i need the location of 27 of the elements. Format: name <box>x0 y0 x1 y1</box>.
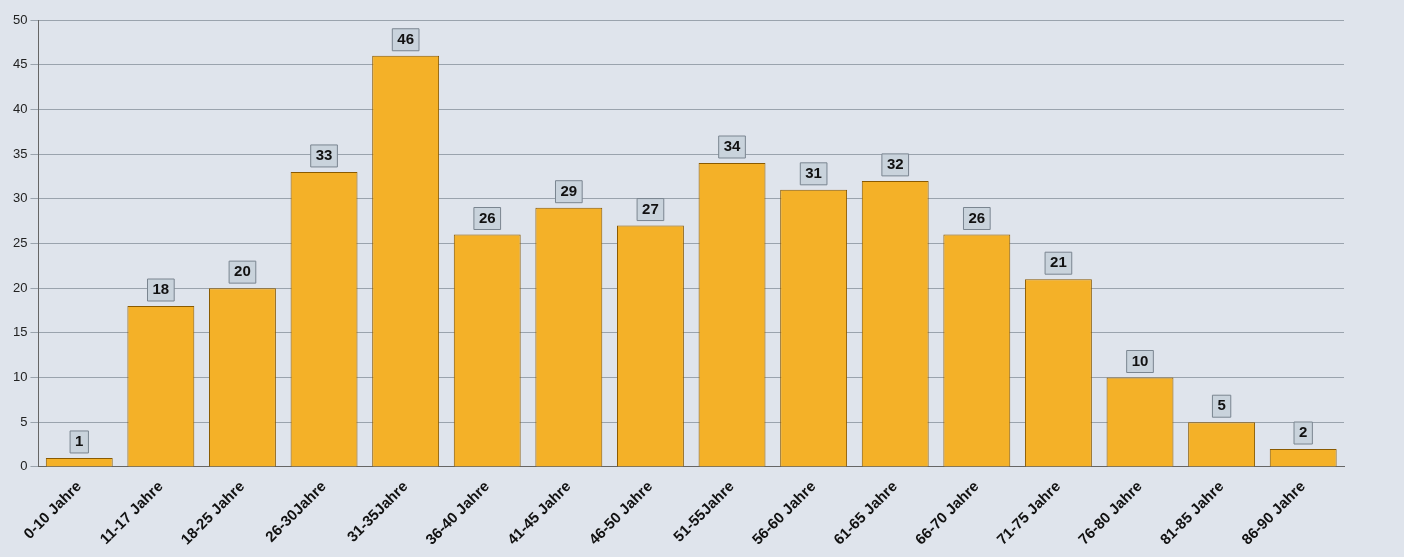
data-label: 1 <box>75 432 84 450</box>
y-tick-label: 10 <box>12 369 28 385</box>
y-tick-label: 15 <box>12 324 28 340</box>
data-label: 26 <box>968 208 986 226</box>
y-tick-label: 30 <box>12 190 28 206</box>
data-label: 10 <box>1131 351 1149 369</box>
data-label: 34 <box>723 137 742 155</box>
data-label: 20 <box>234 262 251 280</box>
y-tick-label: 45 <box>12 56 28 72</box>
y-tick-label: 40 <box>12 100 28 116</box>
y-tick-label: 50 <box>12 11 28 27</box>
data-label: 18 <box>152 280 170 298</box>
y-tick-label: 5 <box>20 413 28 429</box>
y-tick-label: 35 <box>12 145 28 161</box>
data-label: 32 <box>886 155 904 173</box>
data-label: 31 <box>805 163 822 181</box>
data-label: 33 <box>315 146 333 164</box>
data-label: 2 <box>1299 423 1308 441</box>
data-label: 27 <box>642 199 659 217</box>
y-tick-label: 20 <box>12 279 28 295</box>
data-label: 5 <box>1217 396 1226 414</box>
data-label: 46 <box>397 29 414 47</box>
y-tick-label: 0 <box>20 458 28 474</box>
data-label: 29 <box>560 181 578 199</box>
data-label: 26 <box>478 208 496 226</box>
y-tick-label: 25 <box>12 235 28 251</box>
data-label: 21 <box>1050 253 1067 271</box>
